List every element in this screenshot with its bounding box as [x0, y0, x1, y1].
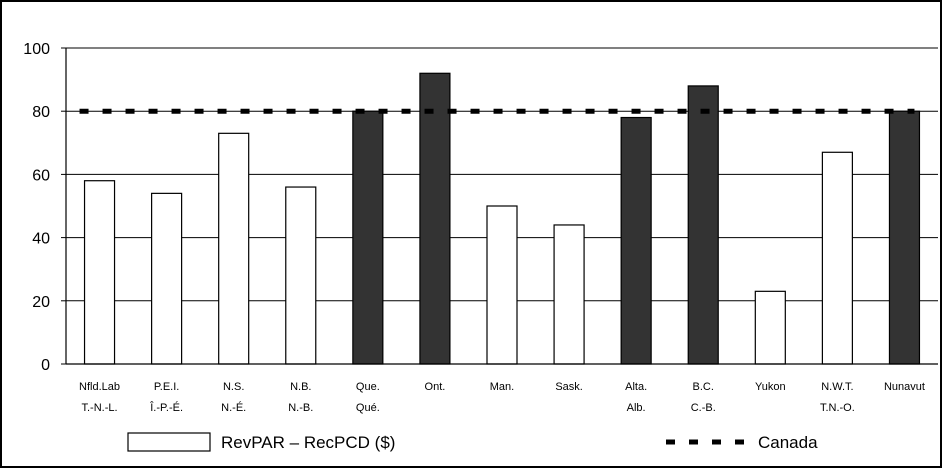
- x-tick-label: P.E.I.: [154, 381, 179, 393]
- x-tick-label: Alta.: [625, 381, 647, 393]
- bar-3: [286, 187, 316, 364]
- x-tick-label: Ont.: [425, 381, 446, 393]
- y-tick-label: 80: [32, 104, 50, 121]
- x-tick-label: N.B.: [290, 381, 311, 393]
- legend-label-revpar: RevPAR – RecPCD ($): [221, 433, 395, 452]
- x-tick-label: Yukon: [755, 381, 786, 393]
- x-tick-label-fr: N.-É.: [221, 401, 246, 414]
- x-tick-label-fr: T.N.-O.: [820, 402, 855, 414]
- x-tick-label: N.W.T.: [821, 381, 853, 393]
- y-tick-label: 100: [23, 41, 50, 58]
- x-tick-label-fr: C.-B.: [691, 402, 716, 414]
- legend-swatch-bar: [128, 433, 210, 451]
- bar-5: [420, 73, 450, 364]
- x-tick-label-fr: N.-B.: [288, 402, 313, 414]
- x-tick-label-fr: Qué.: [356, 402, 380, 414]
- bar-10: [755, 291, 785, 364]
- bar-9: [688, 86, 718, 364]
- bar-7: [554, 225, 584, 364]
- x-tick-label: Man.: [490, 381, 514, 393]
- x-tick-label: Sask.: [555, 381, 583, 393]
- x-tick-label-fr: Î.-P.-É.: [149, 401, 183, 414]
- y-tick-label: 40: [32, 231, 50, 248]
- y-tick-label: 20: [32, 294, 50, 311]
- y-tick-label: 0: [41, 357, 50, 374]
- y-tick-label: 60: [32, 167, 50, 184]
- bar-11: [822, 152, 852, 364]
- bar-6: [487, 206, 517, 364]
- x-tick-label: Nfld.Lab: [79, 381, 120, 393]
- x-tick-label: Nunavut: [884, 381, 925, 393]
- bar-1: [152, 193, 182, 364]
- bar-0: [85, 181, 115, 364]
- x-tick-label: Que.: [356, 381, 380, 393]
- x-tick-label: N.S.: [223, 381, 244, 393]
- legend-label-canada: Canada: [758, 433, 818, 452]
- x-tick-label: B.C.: [693, 381, 714, 393]
- bar-2: [219, 133, 249, 364]
- bar-8: [621, 118, 651, 364]
- x-tick-label-fr: T.-N.-L.: [82, 402, 118, 414]
- bar-12: [889, 111, 919, 364]
- x-tick-label-fr: Alb.: [627, 402, 646, 414]
- bar-4: [353, 111, 383, 364]
